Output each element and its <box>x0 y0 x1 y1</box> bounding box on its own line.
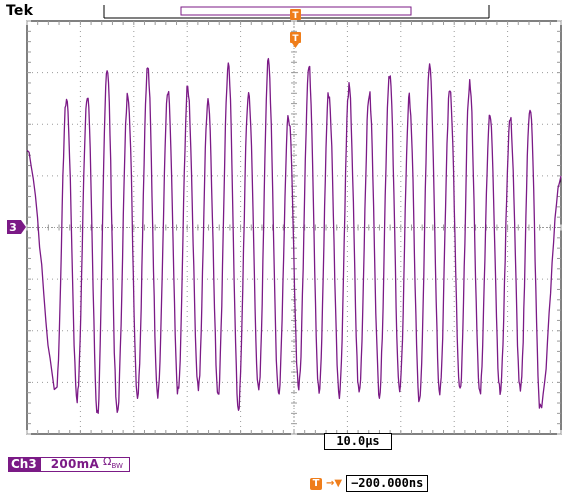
channel-scale-value: 200mA <box>50 457 100 471</box>
trigger-position-readout[interactable]: T →▼ −200.000ns <box>310 475 429 492</box>
trigger-t-icon: T <box>310 477 322 490</box>
trigger-marker-top <box>290 9 301 20</box>
channel-scale-box[interactable]: 200mA ΩBW <box>39 455 130 472</box>
channel-3-ground-marker[interactable]: 3 <box>7 220 26 234</box>
trigger-position-marker[interactable]: T T <box>290 9 301 48</box>
trigger-marker-screen <box>290 32 301 43</box>
trigger-marker-pointer <box>292 43 299 48</box>
trigger-marker-screen-label: T <box>292 34 299 44</box>
bandwidth-limit-icon: ΩBW <box>103 455 123 471</box>
brand-logo: Tek <box>6 3 34 19</box>
trigger-marker-top-label: T <box>292 11 299 21</box>
channel-name-tag[interactable]: Ch3 <box>8 457 40 472</box>
trigger-position-value: −200.000ns <box>346 475 429 492</box>
trigger-arrow-icon: →▼ <box>326 478 343 489</box>
channel-3-waveform <box>26 57 562 414</box>
channel-3-readout[interactable]: Ch3 200mA ΩBW <box>8 455 130 472</box>
graticule <box>26 20 562 435</box>
timebase-readout[interactable]: 10.0µs <box>324 433 392 450</box>
ch3-marker-label: 3 <box>9 221 17 234</box>
ch3-marker-shape <box>7 220 26 234</box>
